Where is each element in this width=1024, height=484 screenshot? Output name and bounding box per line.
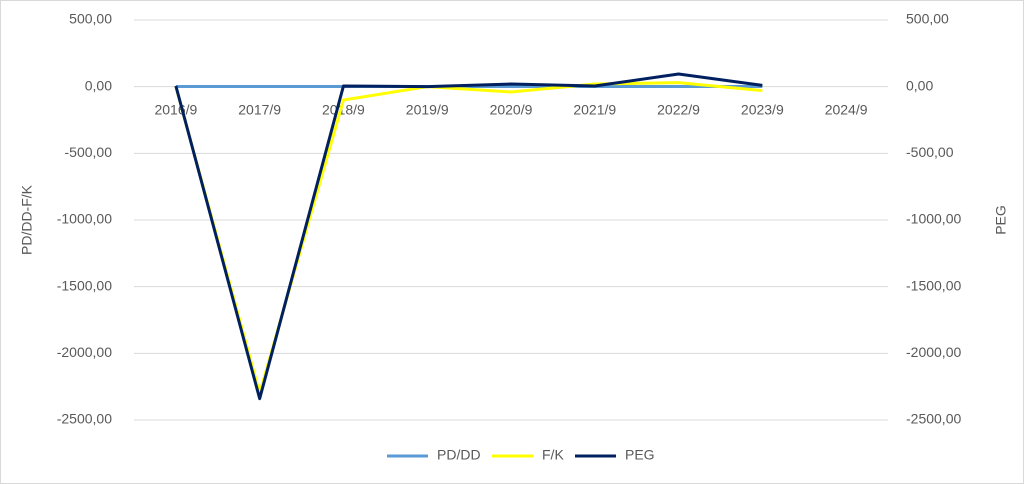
y2-tick-label: 500,00 — [906, 11, 949, 27]
x-tick-label: 2024/9 — [825, 101, 868, 117]
x-tick-label: 2020/9 — [490, 101, 533, 117]
legend-label: F/K — [542, 447, 564, 463]
x-tick-label: 2017/9 — [238, 101, 281, 117]
y-tick-label: 500,00 — [69, 11, 112, 27]
y-tick-label: -2000,00 — [57, 344, 112, 360]
y-tick-label: -500,00 — [65, 144, 113, 160]
series-line — [174, 72, 763, 401]
y2-tick-label: -1000,00 — [906, 211, 961, 227]
y2-tick-label: -1500,00 — [906, 277, 961, 293]
y-tick-label: -1000,00 — [57, 211, 112, 227]
y2-tick-label: -500,00 — [906, 144, 954, 160]
y2-axis-title: PEG — [993, 205, 1009, 235]
x-tick-label: 2016/9 — [154, 101, 197, 117]
x-tick-label: 2022/9 — [657, 101, 700, 117]
x-tick-label: 2019/9 — [406, 101, 449, 117]
y-tick-label: 0,00 — [85, 77, 112, 93]
legend-label: PEG — [625, 447, 655, 463]
y-tick-label: -1500,00 — [57, 277, 112, 293]
legend-label: PD/DD — [437, 447, 481, 463]
y2-tick-label: 0,00 — [906, 77, 933, 93]
x-tick-label: 2023/9 — [741, 101, 784, 117]
y2-tick-label: -2000,00 — [906, 344, 961, 360]
y2-tick-label: -2500,00 — [906, 411, 961, 427]
y-tick-label: -2500,00 — [57, 411, 112, 427]
x-tick-label: 2018/9 — [322, 101, 365, 117]
x-tick-label: 2021/9 — [573, 101, 616, 117]
y-axis-title: PD/DD-F/K — [19, 184, 35, 255]
